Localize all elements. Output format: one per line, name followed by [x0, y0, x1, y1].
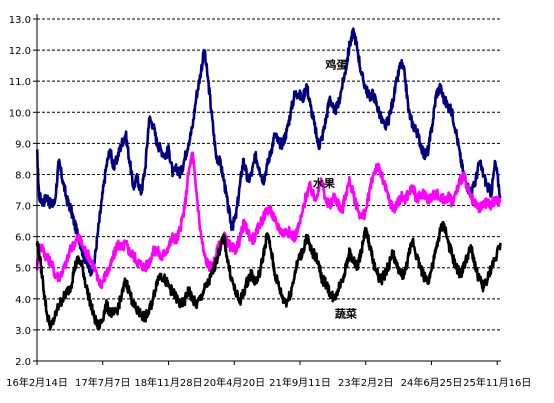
x-tick-label-7: 25年11月16日 [463, 376, 531, 389]
y-tick-label-2: 4.0 [15, 295, 31, 306]
y-tick-label-7: 9.0 [15, 139, 31, 150]
y-tick-label-0: 2.0 [15, 357, 31, 368]
series-line-1 [35, 151, 502, 290]
x-tick-label-5: 23年2月2日 [338, 376, 393, 389]
series-label-2: 蔬菜 [335, 306, 358, 320]
y-tick-label-8: 10.0 [9, 108, 31, 119]
x-tick-labels: 16年2月14日 17年7月7日 18年11月28日 20年4月20日 21年9月11日… [6, 376, 531, 389]
x-tick-label-1: 17年7月7日 [75, 376, 130, 389]
series-line-0 [35, 27, 502, 277]
series-label-1: 水果 [313, 176, 335, 190]
series-lines [35, 27, 502, 331]
y-tick-labels: 2.0 3.0 4.0 5.0 6.0 7.0 8.0 9.0 10.0 11.0 12.0 13.0 [9, 15, 31, 368]
y-tick-label-11: 13.0 [9, 15, 31, 26]
x-tick-label-3: 20年4月20日 [203, 376, 265, 389]
y-tick-label-10: 12.0 [9, 46, 31, 57]
y-tick-label-1: 3.0 [15, 326, 31, 337]
y-tick-label-6: 8.0 [15, 170, 31, 181]
series-label-0: 鸡蛋 [324, 58, 348, 72]
x-tick-label-2: 18年11月28日 [134, 376, 202, 389]
y-tick-label-9: 11.0 [9, 77, 31, 88]
x-tick-label-4: 21年9月11日 [269, 376, 331, 389]
series-line-2 [35, 221, 502, 331]
x-tick-label-6: 24年6月25日 [401, 376, 463, 389]
y-tick-label-3: 5.0 [15, 264, 31, 275]
gridlines [37, 18, 501, 331]
axes [33, 14, 501, 365]
y-tick-label-5: 7.0 [15, 202, 31, 213]
x-tick-label-0: 16年2月14日 [6, 376, 68, 389]
y-tick-label-4: 6.0 [15, 233, 31, 244]
